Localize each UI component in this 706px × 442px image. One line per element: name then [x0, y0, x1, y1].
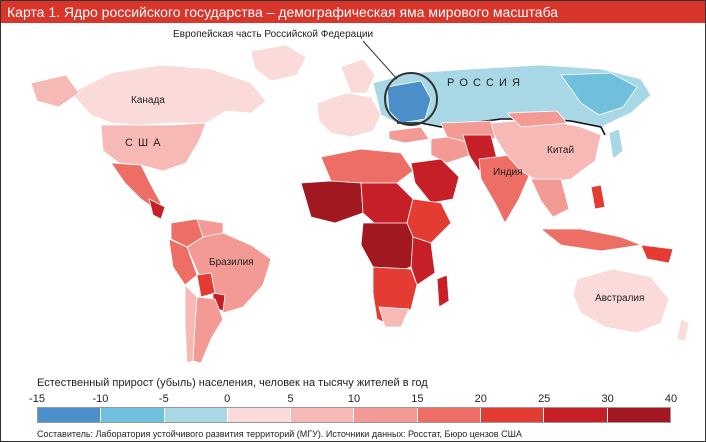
region-canada: [70, 64, 267, 126]
legend-swatch: [481, 408, 545, 422]
legend-swatch: [227, 408, 292, 422]
legend-tick: 20: [474, 393, 487, 405]
region-madagascar: [436, 274, 450, 308]
legend-swatch: [417, 408, 482, 422]
region-argentina: [192, 296, 224, 364]
legend-tick: -5: [158, 393, 169, 405]
region-north-africa: [320, 148, 414, 184]
region-horn-of-africa: [406, 198, 452, 244]
legend-swatch: [101, 408, 165, 422]
legend-swatch: [607, 408, 670, 422]
legend-swatch: [354, 408, 418, 422]
legend-ticks: -15 -10 -5 0 5 10 15 20 25 30 40: [29, 393, 677, 405]
legend-tick: 40: [664, 393, 678, 405]
legend-title: Естественный прирост (убыль) населения, …: [37, 377, 428, 389]
legend-swatch: [291, 408, 355, 422]
region-papua: [640, 244, 674, 264]
region-china: [490, 118, 602, 184]
region-indonesia: [539, 228, 643, 252]
russia-border: [397, 118, 606, 136]
label-india: Индия: [493, 167, 523, 178]
map-title: Карта 1. Ядро российского государства – …: [1, 1, 705, 23]
legend-tick: 25: [538, 393, 551, 405]
region-turkey: [388, 126, 430, 144]
legend-tick: 15: [411, 393, 424, 405]
region-australia: [572, 268, 670, 334]
region-central-america: [148, 198, 166, 220]
region-russia-east: [560, 72, 638, 116]
region-new-zealand: [676, 318, 690, 342]
legend-tick: 5: [287, 393, 294, 405]
region-mongolia: [506, 110, 568, 128]
legend-tick: -10: [92, 393, 109, 405]
label-china: Китай: [547, 145, 575, 156]
legend-swatch: [38, 408, 102, 422]
region-european-russia: [386, 80, 432, 124]
region-arabia: [410, 158, 460, 204]
callout-label: Европейская часть Российской Федерации: [173, 29, 374, 40]
legend-swatch: [544, 408, 608, 422]
legend-swatch: [164, 408, 228, 422]
region-sahel-west: [300, 180, 364, 224]
region-southeast-asia: [530, 178, 570, 218]
region-south-africa: [378, 306, 410, 328]
region-brazil: [186, 232, 272, 314]
label-russia: Р О С С И Я: [447, 77, 521, 89]
legend-color-bar: [37, 407, 671, 423]
world-map-svg: [30, 40, 690, 364]
region-peru: [168, 238, 198, 286]
legend-tick: 10: [347, 393, 361, 405]
region-usa: [100, 122, 207, 172]
region-japan: [608, 128, 624, 160]
label-canada: Канада: [131, 95, 165, 106]
region-greenland: [250, 44, 307, 82]
legend-tick: 0: [224, 393, 231, 405]
region-central-africa: [360, 222, 420, 274]
region-scandinavia: [340, 58, 376, 94]
callout-line: [362, 40, 398, 80]
label-australia: Австралия: [595, 293, 645, 304]
label-usa: С Ш А: [125, 137, 162, 149]
label-brazil: Бразилия: [209, 257, 254, 268]
region-chile: [184, 284, 198, 364]
region-philippines: [590, 184, 606, 210]
region-alaska: [30, 74, 80, 108]
source-footer: Составитель: Лаборатория устойчивого раз…: [37, 429, 522, 439]
region-east-africa: [410, 236, 436, 286]
legend-tick: -15: [29, 393, 45, 405]
region-europe-west: [316, 92, 382, 138]
world-map: Европейская часть Российской Федерации Р…: [1, 23, 705, 373]
legend-tick: 30: [601, 393, 614, 405]
region-sudan-chad: [360, 182, 414, 230]
european-russia-highlight: [384, 72, 438, 126]
